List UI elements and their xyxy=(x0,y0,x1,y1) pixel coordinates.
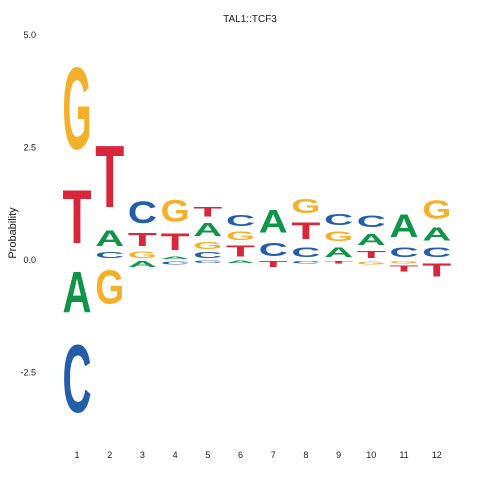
x-tick-label: 8 xyxy=(303,450,308,460)
y-tick-label: 2.5 xyxy=(23,143,36,153)
logo-letter-G: G xyxy=(161,194,190,229)
logo-letter-C: C xyxy=(291,260,320,265)
logo-letters: TGACCATGGTCAATGCCGATCTGCACATCTGCAGCTTACG… xyxy=(63,45,452,433)
logo-letter-T: T xyxy=(390,265,419,274)
logo-letter-T: T xyxy=(324,260,354,264)
logo-letter-G: G xyxy=(193,240,222,251)
logo-letter-C: C xyxy=(357,212,386,231)
logo-letter-G: G xyxy=(95,261,124,315)
x-tick-label: 10 xyxy=(366,450,376,460)
logo-letter-A: A xyxy=(390,208,419,244)
x-tick-label: 1 xyxy=(74,450,79,460)
x-tick-label: 9 xyxy=(336,450,341,460)
logo-letter-T: T xyxy=(95,128,124,226)
logo-letter-C: C xyxy=(128,194,157,230)
logo-letter-C: C xyxy=(226,212,255,230)
x-axis-ticks: 1 2 3 4 5 6 7 8 9 10 11 12 xyxy=(74,450,441,460)
y-tick-label: -2.5 xyxy=(20,368,36,378)
x-tick-label: 7 xyxy=(271,450,276,460)
logo-letter-A: A xyxy=(259,204,288,240)
logo-letter-A: A xyxy=(357,231,386,249)
logo-letter-G: G xyxy=(63,45,92,174)
logo-letter-C: C xyxy=(390,245,419,260)
logo-letter-A: A xyxy=(161,256,190,261)
logo-letter-G: G xyxy=(357,260,386,265)
x-tick-label: 12 xyxy=(432,450,442,460)
x-tick-label: 2 xyxy=(107,450,112,460)
logo-letter-C: C xyxy=(63,325,92,433)
logo-letter-T: T xyxy=(291,217,320,244)
logo-letter-T: T xyxy=(161,228,190,255)
logo-letter-G: G xyxy=(324,228,353,244)
logo-letter-G: G xyxy=(390,260,419,265)
y-axis-label: Probability xyxy=(7,207,19,259)
logo-letter-C: C xyxy=(422,245,451,260)
logo-letter-A: A xyxy=(95,226,124,251)
x-tick-label: 6 xyxy=(238,450,243,460)
logo-letter-T: T xyxy=(128,230,157,251)
x-tick-label: 4 xyxy=(173,450,178,460)
logo-letter-C: C xyxy=(324,211,353,229)
logo-letter-A: A xyxy=(63,260,92,325)
chart-title: TAL1::TCF3 xyxy=(223,14,277,25)
logo-letter-C: C xyxy=(291,245,320,260)
y-axis-ticks: 5.0 2.5 0.0 -2.5 xyxy=(20,30,36,378)
y-tick-label: 5.0 xyxy=(23,30,36,40)
logo-letter-A: A xyxy=(193,220,222,240)
logo-letter-A: A xyxy=(226,260,255,264)
logo-letter-T: T xyxy=(63,175,92,260)
y-tick-label: 0.0 xyxy=(23,255,36,265)
logo-letter-T: T xyxy=(357,249,386,260)
logo-letter-G: G xyxy=(128,250,157,260)
logo-letter-T: T xyxy=(259,260,288,269)
logo-letter-G: G xyxy=(291,195,320,217)
x-tick-label: 11 xyxy=(399,450,408,460)
logo-letter-G: G xyxy=(226,229,255,242)
logo-letter-A: A xyxy=(422,224,451,244)
logo-letter-A: A xyxy=(324,245,353,260)
logo-letter-T: T xyxy=(226,243,256,260)
logo-letter-G: G xyxy=(422,195,451,224)
logo-letter-C: C xyxy=(193,260,222,264)
logo-letter-A: A xyxy=(128,260,157,269)
x-tick-label: 5 xyxy=(205,450,210,460)
x-tick-label: 3 xyxy=(140,450,145,460)
logo-letter-T: T xyxy=(193,204,222,220)
logo-letter-C: C xyxy=(161,260,190,265)
logo-letter-C: C xyxy=(259,240,288,260)
logo-letter-T: T xyxy=(422,260,451,281)
logo-letter-C: C xyxy=(193,251,222,260)
logo-letter-C: C xyxy=(95,251,124,260)
